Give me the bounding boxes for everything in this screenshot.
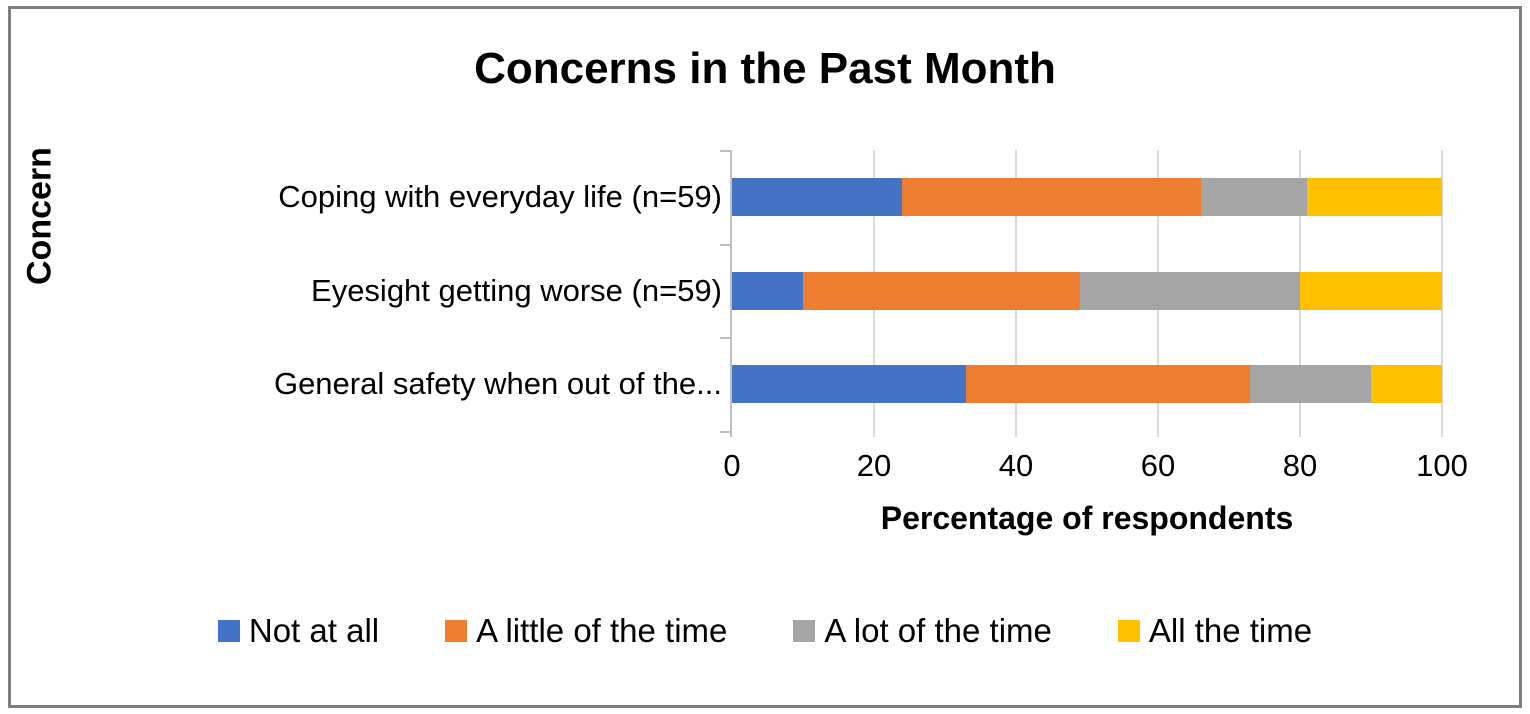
category-label-1: Eyesight getting worse (n=59): [311, 272, 722, 308]
legend-swatch-icon: [1117, 620, 1140, 642]
legend-label: A little of the time: [476, 612, 728, 649]
bar-segment: [1250, 365, 1371, 404]
x-tick-label-100: 100: [1416, 448, 1468, 483]
bar-segment: [1200, 177, 1308, 216]
chart-title: Concerns in the Past Month: [474, 44, 1056, 93]
chart-frame: [8, 6, 1522, 708]
y-axis-tick: [720, 337, 730, 340]
x-tick-label-80: 80: [1282, 448, 1318, 483]
legend-item-3: All the time: [1117, 612, 1313, 650]
legend-label: A lot of the time: [824, 612, 1052, 649]
y-axis-tick: [720, 150, 730, 152]
legend-swatch-icon: [445, 620, 468, 642]
legend-label: Not at all: [248, 612, 380, 649]
bar-segment: [1079, 271, 1300, 310]
legend-label: All the time: [1148, 612, 1313, 649]
bar-row-0: [732, 177, 1442, 216]
legend-item-0: Not at all: [217, 612, 380, 650]
bar-segment: [1299, 271, 1442, 310]
bar-segment: [732, 365, 967, 404]
legend-item-1: A little of the time: [445, 612, 727, 650]
x-tick-label-40: 40: [998, 448, 1034, 483]
y-axis-tick: [720, 243, 730, 246]
bar-row-1: [732, 271, 1442, 310]
legend: Not at all A little of the time A lot of t…: [0, 612, 1530, 650]
plot-area: [720, 150, 1443, 437]
category-label-0: Coping with everyday life (n=59): [278, 178, 722, 214]
bar-segment: [902, 177, 1201, 216]
category-label-2: General safety when out of the...: [273, 366, 722, 402]
y-axis-title: Concern: [20, 147, 59, 285]
y-axis-line: [730, 150, 732, 437]
bar-segment: [1370, 365, 1442, 404]
legend-swatch-icon: [217, 620, 240, 642]
gridline-100: [1441, 150, 1443, 437]
x-tick-label-0: 0: [723, 448, 741, 483]
x-tick-label-60: 60: [1140, 448, 1176, 483]
bar-segment: [732, 177, 903, 216]
x-axis-title: Percentage of respondents: [880, 500, 1294, 536]
bar-segment: [803, 271, 1080, 310]
y-axis-tick: [720, 431, 730, 433]
legend-item-2: A lot of the time: [793, 612, 1052, 650]
bar-segment: [1307, 177, 1442, 216]
bar-segment: [732, 271, 803, 310]
legend-swatch-icon: [793, 620, 816, 642]
x-tick-label-20: 20: [856, 448, 892, 483]
bar-row-2: [732, 365, 1442, 404]
bar-segment: [966, 365, 1251, 404]
